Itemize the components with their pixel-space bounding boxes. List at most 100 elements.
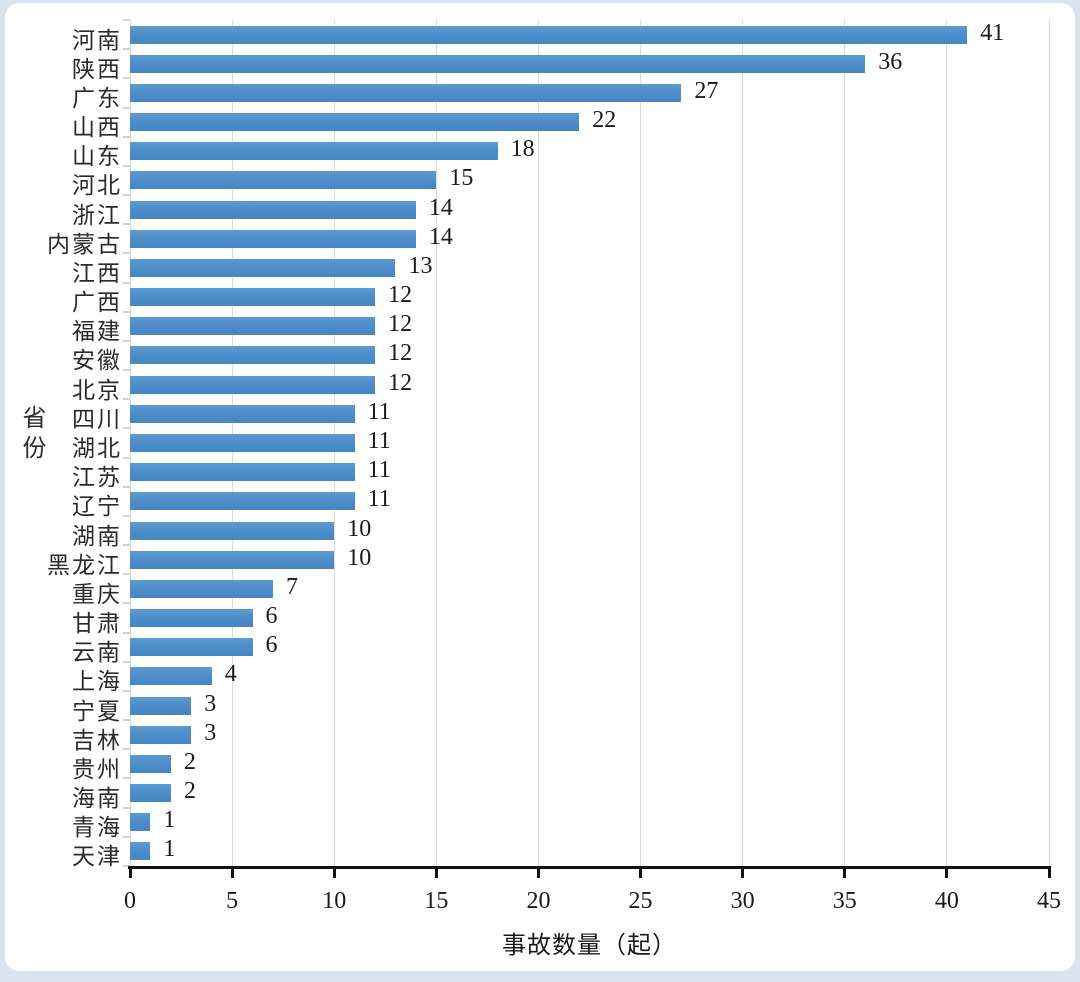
category-label: 陕西 [72, 56, 122, 82]
value-label: 12 [388, 340, 413, 367]
category-label: 青海 [72, 815, 122, 841]
bar-row: 天津 1 [0, 836, 1080, 869]
y-axis-tick [123, 369, 130, 372]
bar-row: 浙江 14 [0, 195, 1080, 228]
category-label: 河北 [72, 173, 122, 199]
x-tick-label: 0 [124, 888, 136, 914]
category-label: 广西 [72, 290, 122, 316]
bar [130, 346, 376, 365]
value-label: 12 [388, 311, 413, 338]
gridline [640, 20, 642, 866]
category-label: 浙江 [72, 202, 122, 228]
bar [130, 463, 355, 482]
bar [130, 638, 253, 657]
value-label: 12 [388, 282, 413, 309]
y-axis-tick [123, 194, 130, 197]
gridline [844, 20, 846, 866]
value-label: 4 [224, 661, 237, 688]
category-label: 广东 [72, 85, 122, 111]
bar-row: 山西 22 [0, 107, 1080, 140]
bar [130, 375, 376, 394]
bar-row: 贵州 2 [0, 748, 1080, 782]
bar-row: 甘肃 6 [0, 603, 1080, 636]
category-label: 宁夏 [72, 698, 122, 724]
bar-row: 云南 6 [0, 632, 1080, 665]
y-axis-tick [123, 456, 130, 459]
category-label: 湖南 [72, 523, 122, 549]
category-label: 内蒙古 [47, 231, 122, 257]
x-tick-label: 35 [832, 888, 857, 914]
value-label: 15 [449, 165, 474, 192]
bar [130, 171, 437, 190]
y-axis-tick [123, 223, 130, 226]
bar-row: 陕西 36 [0, 49, 1080, 82]
y-axis-tick [123, 164, 130, 167]
y-axis-tick [123, 544, 130, 547]
y-axis-tick [123, 485, 130, 488]
y-axis-tick [123, 719, 130, 722]
bar [130, 142, 498, 161]
bar-row: 福建 12 [0, 311, 1080, 344]
bar-row: 黑龙江 10 [0, 544, 1080, 578]
x-axis-title: 事故数量（起） [502, 933, 677, 959]
category-label: 江西 [72, 260, 122, 286]
x-tick-label: 25 [628, 888, 653, 914]
x-axis-line [128, 866, 1051, 869]
value-label: 10 [347, 515, 372, 542]
category-label: 甘肃 [72, 611, 122, 637]
y-axis-tick [123, 281, 130, 284]
gridline [946, 20, 948, 866]
gridline [742, 20, 744, 866]
y-axis-tick [123, 865, 130, 867]
bar [130, 492, 355, 511]
y-axis-tick [123, 748, 130, 751]
category-label: 江苏 [72, 465, 122, 491]
value-label: 10 [347, 544, 372, 571]
x-tick-label: 30 [730, 888, 755, 914]
y-axis-tick [123, 573, 130, 576]
bar-row: 河北 15 [0, 165, 1080, 198]
bar [130, 54, 866, 73]
x-tick-label: 40 [934, 888, 959, 914]
y-axis-tick [123, 106, 130, 109]
bar-row: 广西 12 [0, 282, 1080, 315]
value-label: 7 [285, 573, 298, 600]
value-label: 2 [183, 748, 196, 775]
bar [130, 784, 171, 803]
bar [130, 433, 355, 452]
category-label: 山西 [72, 115, 122, 141]
bar [130, 200, 416, 219]
bar [130, 83, 682, 102]
bar-row: 安徽 12 [0, 340, 1080, 373]
category-label: 海南 [72, 786, 122, 812]
category-label: 山东 [72, 144, 122, 170]
gridline [435, 20, 437, 866]
category-label: 四川 [72, 406, 122, 432]
category-label: 天津 [72, 844, 122, 870]
bar-row: 广东 27 [0, 78, 1080, 111]
category-label: 辽宁 [72, 494, 122, 520]
y-axis-tick [123, 398, 130, 401]
value-label: 13 [408, 252, 433, 279]
value-label: 11 [367, 398, 391, 425]
bar-row: 辽宁 11 [0, 486, 1080, 519]
bar [130, 25, 968, 44]
bar [130, 317, 376, 336]
x-tick-label: 20 [526, 888, 551, 914]
bar [130, 550, 335, 569]
category-label: 上海 [72, 669, 122, 695]
value-label: 12 [388, 369, 413, 396]
y-axis-tick [123, 777, 130, 780]
x-axis-tick [128, 869, 132, 878]
bar-row: 湖北 11 [0, 428, 1080, 461]
x-axis-tick [1047, 869, 1051, 878]
x-axis-tick [230, 869, 234, 878]
bar [130, 609, 253, 628]
y-axis-tick [123, 135, 130, 138]
category-label: 云南 [72, 640, 122, 666]
value-label: 3 [204, 719, 217, 746]
gridline [537, 20, 539, 866]
value-label: 18 [510, 136, 535, 163]
y-axis-tick [123, 339, 130, 342]
bar-row: 四川 11 [0, 398, 1080, 432]
